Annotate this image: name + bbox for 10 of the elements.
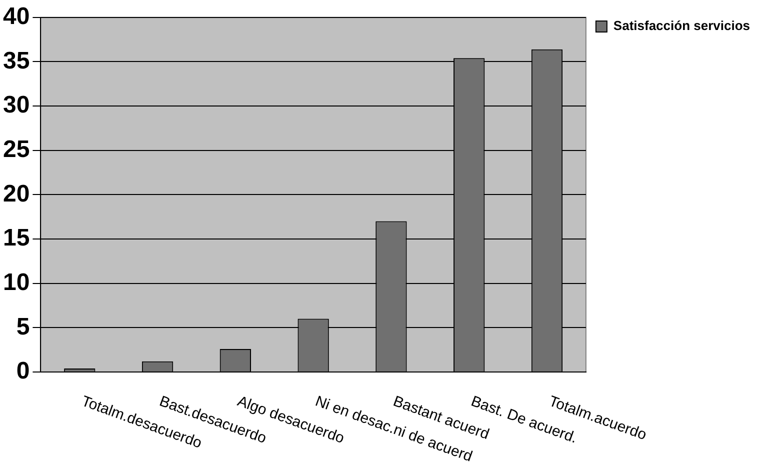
y-tick-label: 10	[2, 268, 30, 296]
y-tick-label: 25	[2, 136, 30, 163]
y-tick-label: 0	[16, 358, 30, 385]
y-tick-label: 40	[2, 3, 30, 30]
y-tick-label: 20	[2, 180, 30, 208]
y-tick-label: 5	[16, 313, 30, 340]
y-tick-label: 30	[2, 92, 30, 119]
y-tick-label: 15	[2, 224, 30, 252]
legend-label: Satisfacción servicios	[613, 18, 750, 34]
y-tick-label: 35	[2, 47, 30, 74]
